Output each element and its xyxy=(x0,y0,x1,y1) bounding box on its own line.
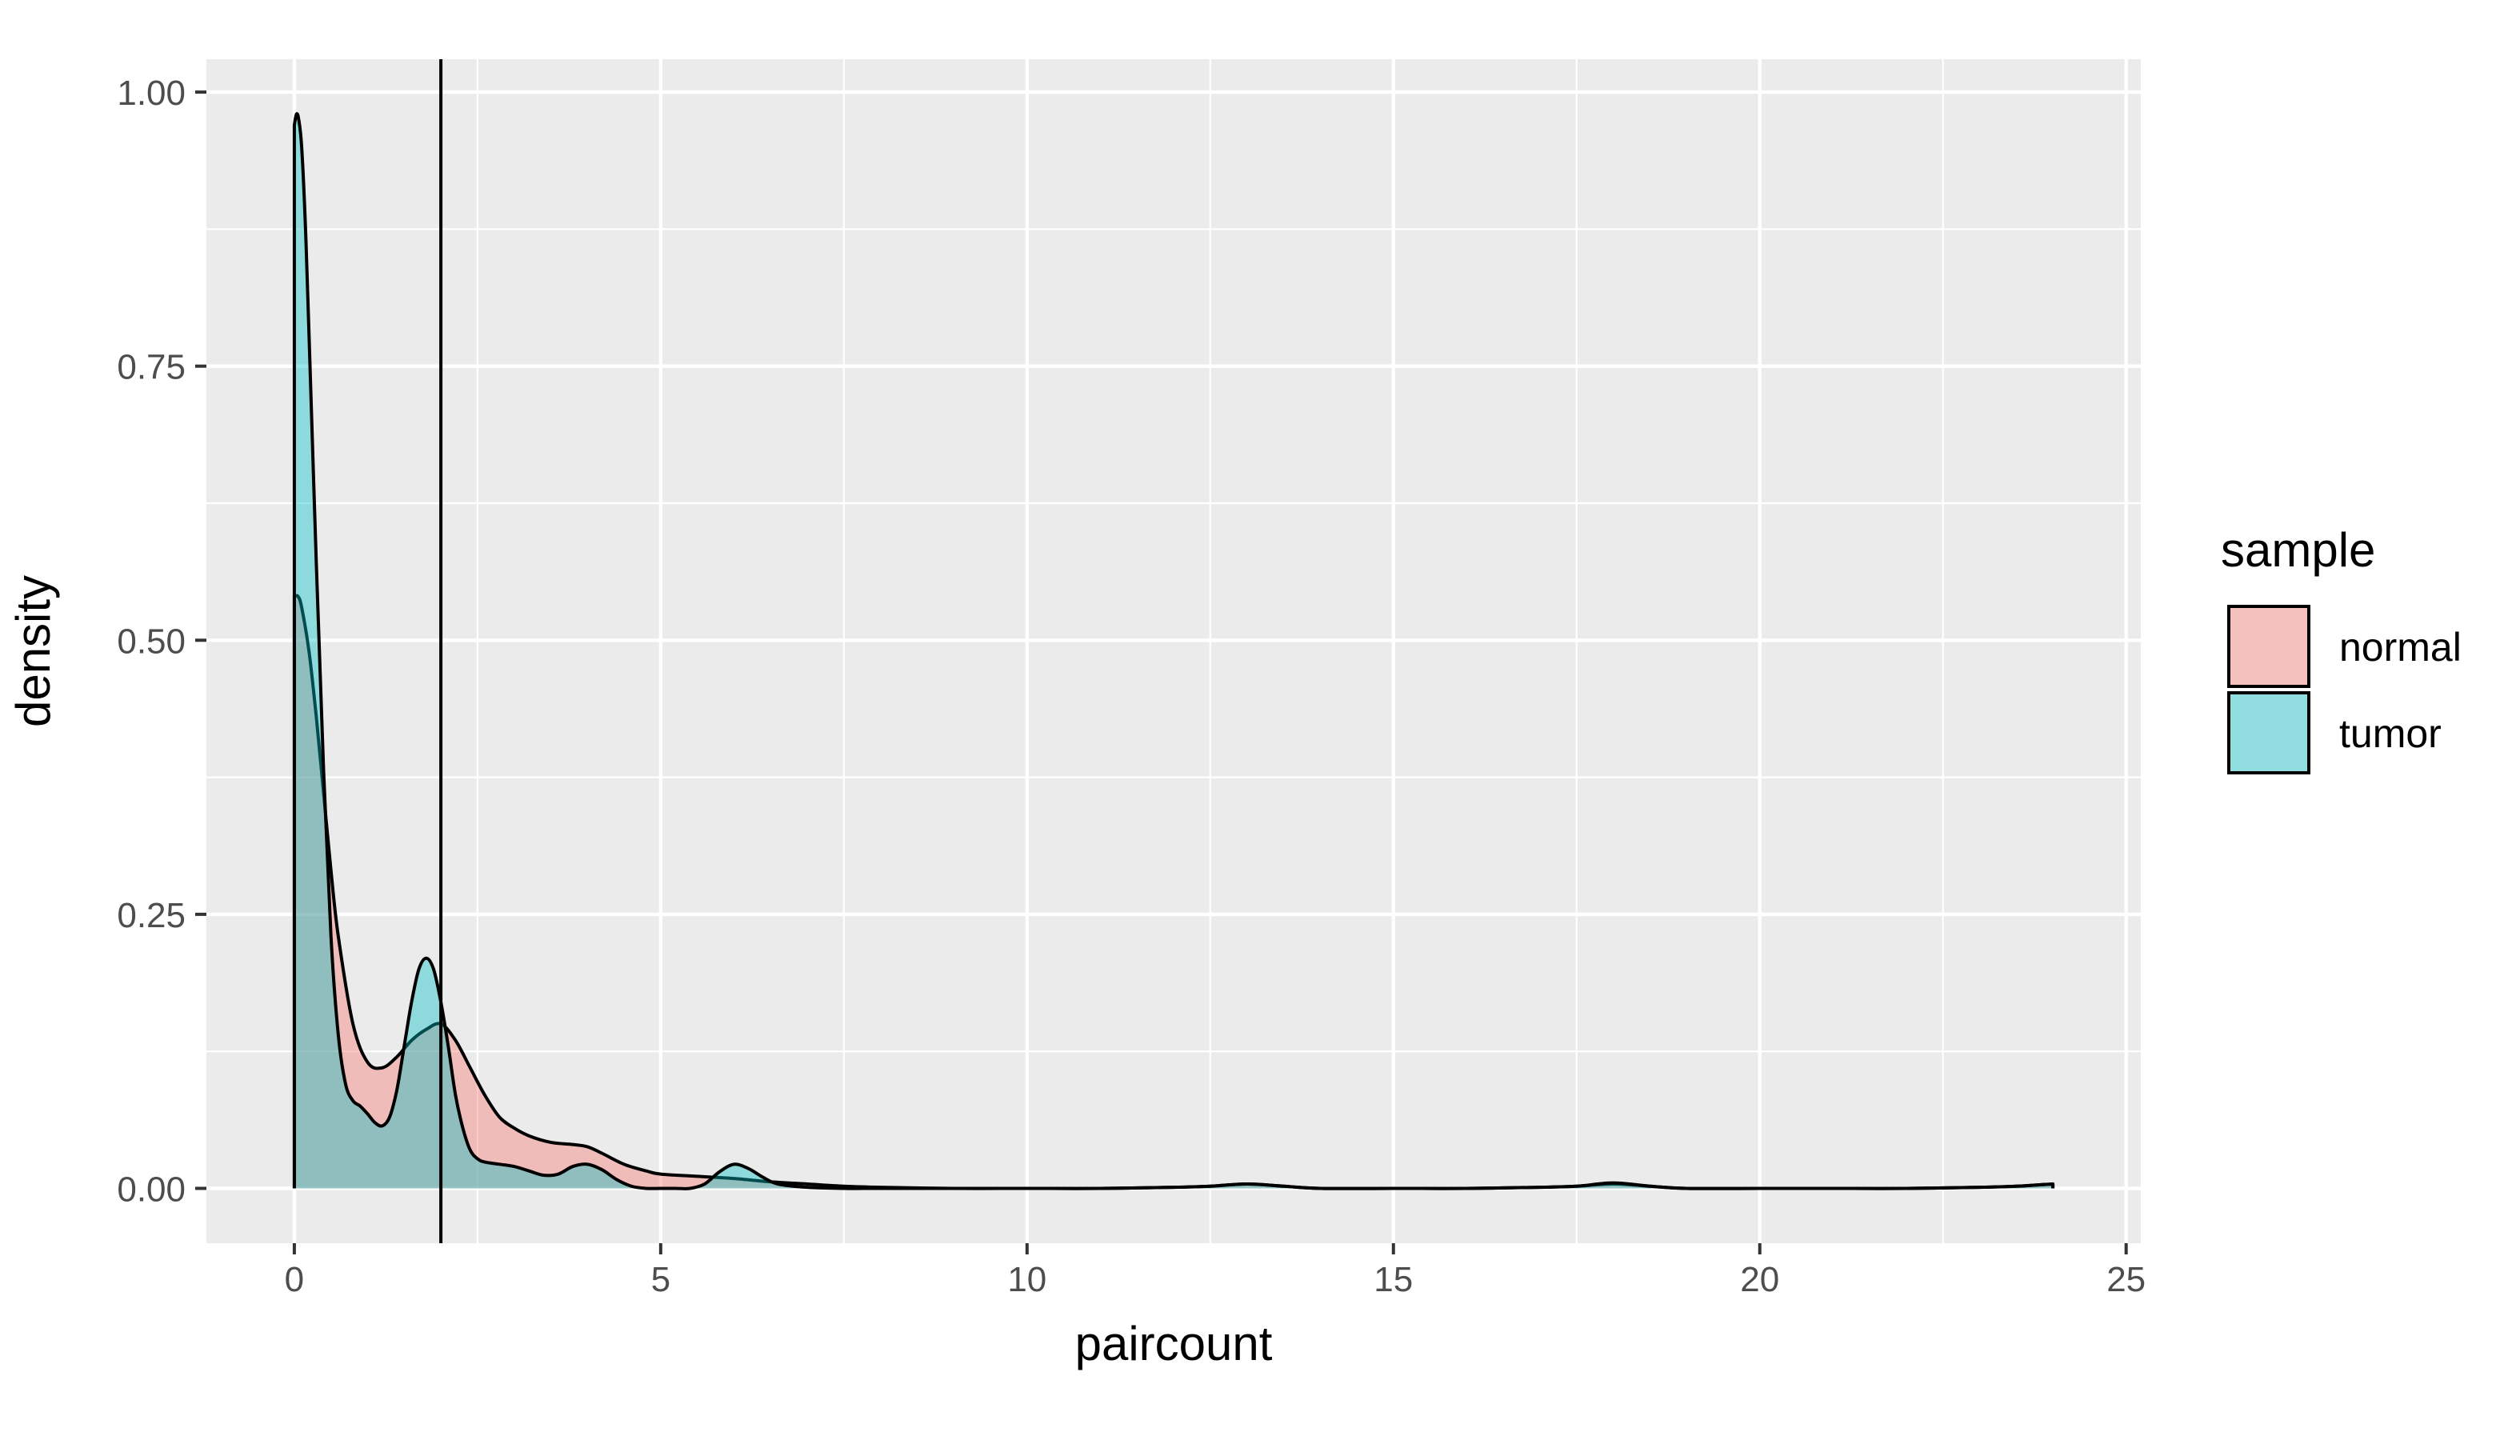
y-tick-label: 0.75 xyxy=(117,348,186,387)
x-tick-label: 5 xyxy=(651,1260,670,1299)
x-tick-label: 0 xyxy=(285,1260,304,1299)
plot-panel xyxy=(206,59,2141,1243)
legend-key-tumor xyxy=(2227,691,2310,774)
legend-label-normal: normal xyxy=(2339,625,2462,670)
y-axis-title: density xyxy=(6,575,60,727)
y-tick-label: 0.25 xyxy=(117,896,186,935)
legend: sample normal tumor xyxy=(2221,523,2462,774)
legend-label-tumor: tumor xyxy=(2339,711,2442,756)
density-line-tumor xyxy=(292,112,2055,1190)
legend-title: sample xyxy=(2221,523,2375,577)
x-tick-label: 20 xyxy=(1740,1260,1779,1299)
y-tick-label: 0.00 xyxy=(117,1170,186,1209)
y-axis: 0.00 0.25 0.50 0.75 1.00 xyxy=(117,74,206,1209)
y-tick-label: 0.50 xyxy=(117,622,186,661)
minor-gridlines xyxy=(206,59,2141,1243)
x-tick-label: 15 xyxy=(1374,1260,1413,1299)
density-series xyxy=(292,112,2055,1190)
legend-key-bg xyxy=(2229,606,2309,686)
x-axis-title: paircount xyxy=(1075,1317,1273,1370)
density-area-normal xyxy=(294,595,2054,1189)
legend-key-bg xyxy=(2229,693,2309,773)
y-tick-label: 1.00 xyxy=(117,74,186,113)
x-axis: 0 5 10 15 20 25 xyxy=(285,1243,2146,1299)
major-gridlines xyxy=(206,59,2141,1243)
legend-key-normal xyxy=(2227,605,2310,688)
x-tick-label: 10 xyxy=(1007,1260,1046,1299)
x-tick-label: 25 xyxy=(2106,1260,2146,1299)
